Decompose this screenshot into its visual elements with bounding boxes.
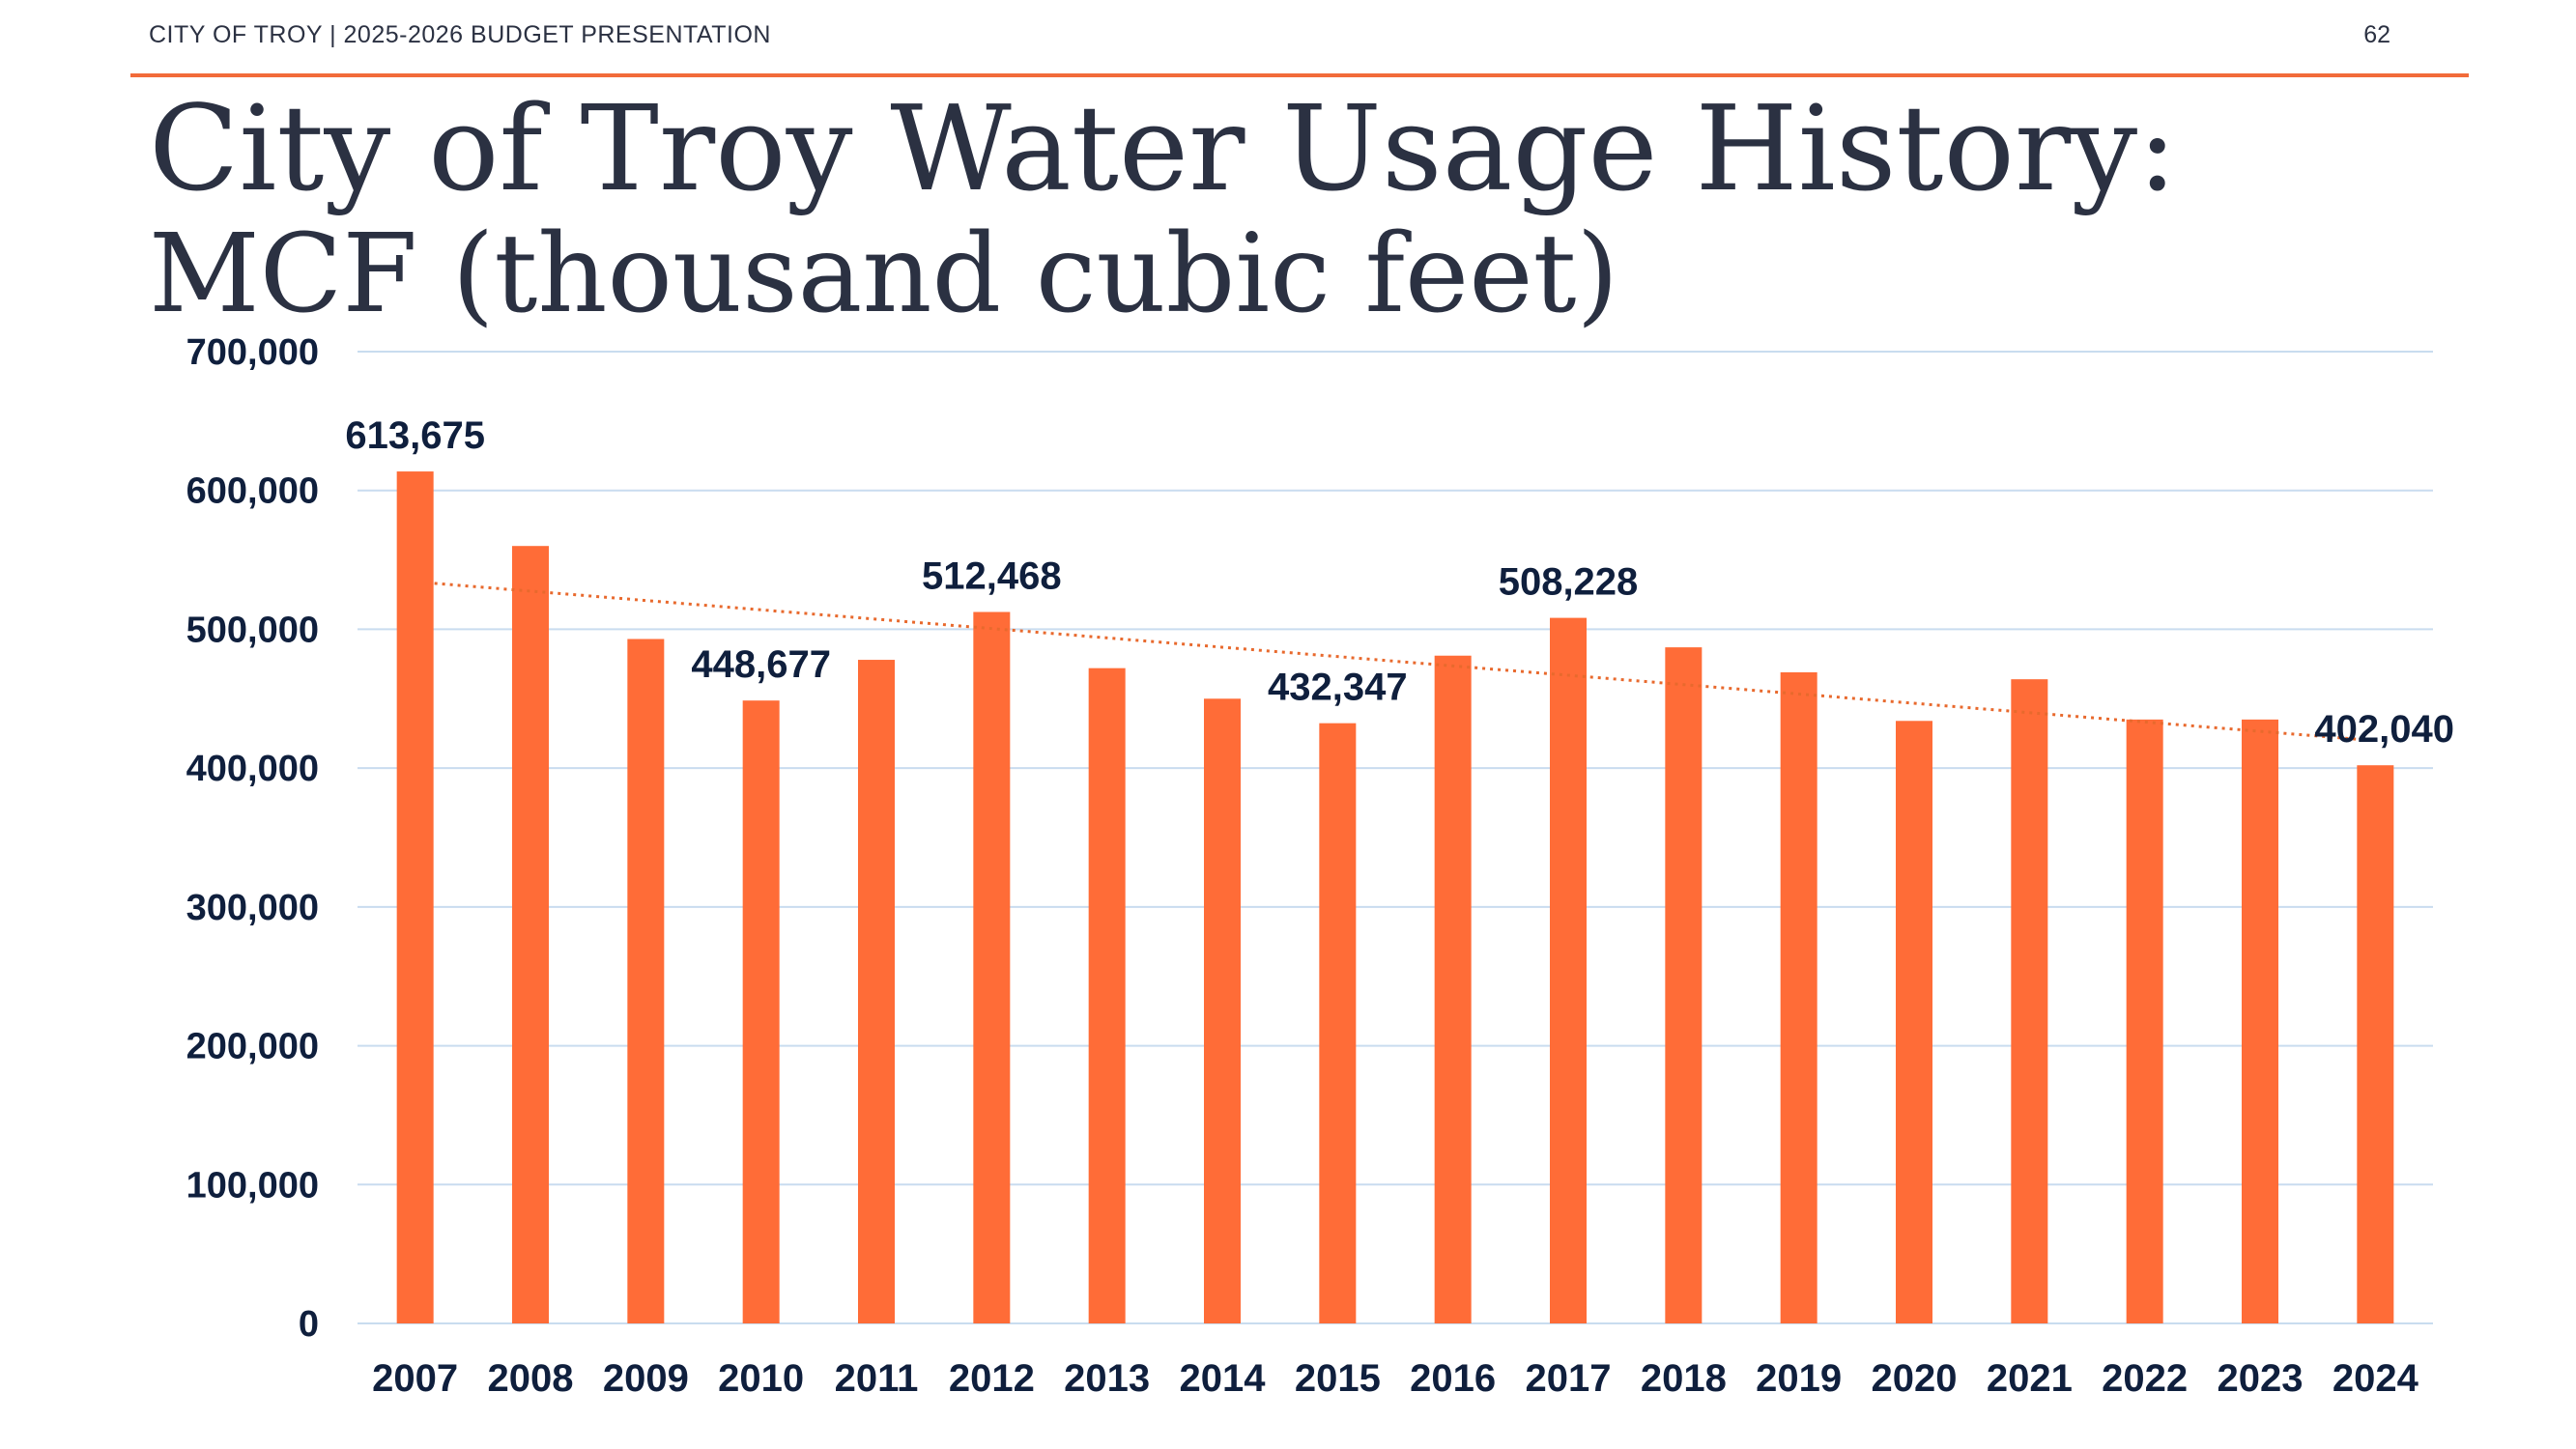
bar-2008 [512,546,549,1323]
x-tick-label: 2013 [1064,1357,1150,1400]
x-tick-label: 2017 [1526,1357,1612,1400]
bar-2015 [1319,723,1357,1323]
data-label-2010: 448,677 [691,643,831,686]
data-label-2024: 402,040 [2314,708,2454,751]
bar-2013 [1088,668,1126,1323]
bar-2023 [2242,719,2278,1323]
bar-2009 [627,639,665,1323]
bar-2018 [1665,647,1703,1323]
x-tick-label: 2011 [835,1357,919,1400]
header-rule [130,73,2469,77]
bar-2017 [1550,617,1587,1323]
data-label-2017: 508,228 [1499,561,1639,604]
x-tick-label: 2023 [2218,1357,2304,1400]
header-text: CITY OF TROY | 2025-2026 BUDGET PRESENTA… [149,21,771,48]
y-tick-label: 100,000 [186,1165,319,1206]
y-tick-label: 200,000 [186,1027,319,1067]
x-tick-label: 2008 [488,1357,574,1400]
x-tick-label: 2018 [1641,1357,1727,1400]
bar-2019 [1780,671,1818,1323]
data-label-2015: 432,347 [1268,667,1408,709]
x-tick-label: 2012 [949,1357,1035,1400]
page-number: 62 [2363,21,2390,48]
x-tick-label: 2021 [1987,1357,2073,1400]
bar-2021 [2011,679,2048,1323]
x-tick-label: 2010 [718,1357,804,1400]
bar-2020 [1896,721,1932,1323]
y-tick-label: 0 [299,1304,319,1345]
y-tick-label: 500,000 [186,610,319,650]
x-tick-label: 2019 [1756,1357,1842,1400]
page-title: City of Troy Water Usage History: [149,80,2178,217]
y-tick-label: 600,000 [186,471,319,512]
bar-2011 [858,660,895,1323]
bar-2010 [742,700,780,1323]
x-tick-label: 2009 [603,1357,689,1400]
x-tick-label: 2015 [1295,1357,1381,1400]
page-subtitle: MCF (thousand cubic feet) [149,212,1619,337]
data-label-2012: 512,468 [922,555,1062,598]
bar-2007 [396,471,434,1323]
y-tick-label: 700,000 [186,332,319,373]
x-tick-label: 2014 [1180,1357,1267,1400]
bar-2016 [1434,655,1472,1323]
y-tick-label: 300,000 [186,888,319,928]
x-tick-label: 2024 [2333,1357,2419,1400]
bar-2022 [2126,719,2163,1323]
y-tick-label: 400,000 [186,749,319,789]
x-tick-label: 2016 [1410,1357,1496,1400]
x-tick-label: 2022 [2102,1357,2188,1400]
bar-2014 [1204,698,1241,1323]
x-tick-label: 2007 [372,1357,458,1400]
data-label-2007: 613,675 [345,414,485,457]
bar-2024 [2357,765,2394,1323]
bar-2012 [973,611,1011,1323]
x-tick-label: 2020 [1872,1357,1958,1400]
